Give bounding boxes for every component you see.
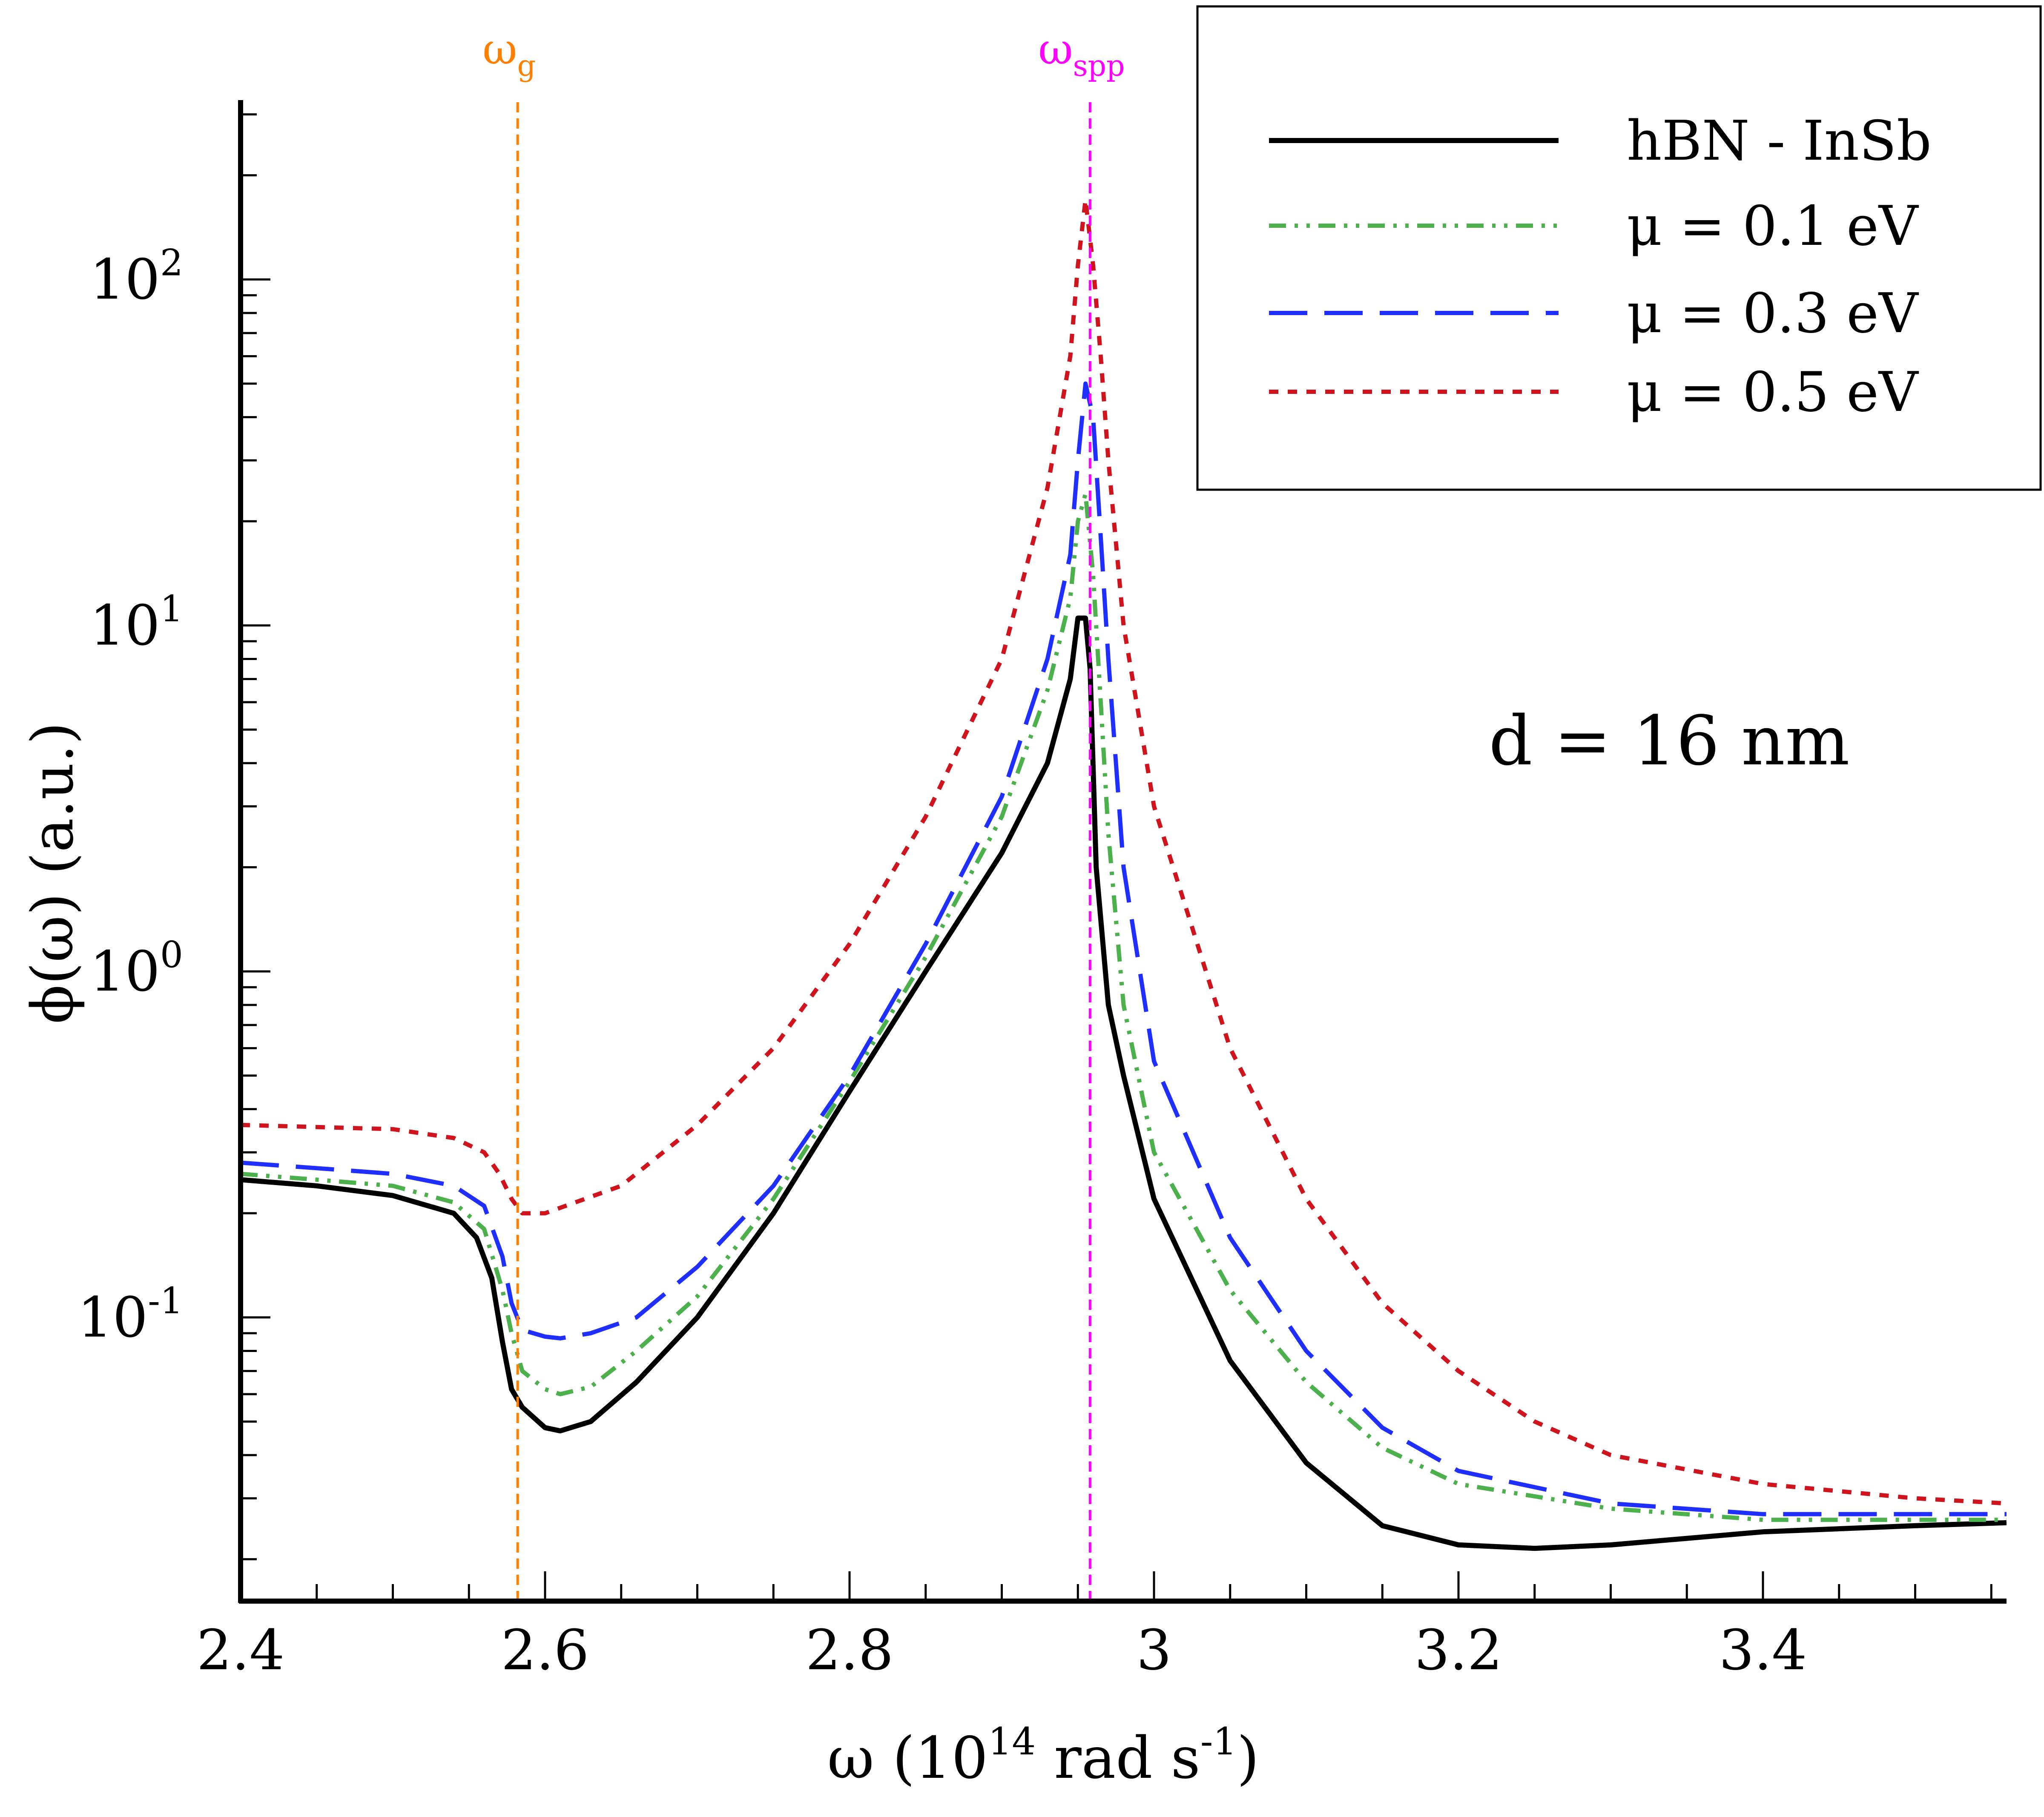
vertical-line-sub-0: g xyxy=(517,49,536,83)
vertical-marker-lines: ωg ωspp xyxy=(482,24,1125,1601)
legend: hBN - InSb μ = 0.1 eV μ = 0.3 eV μ = 0.5 eV xyxy=(1196,5,2042,491)
vertical-line-sub-1: spp xyxy=(1073,49,1125,83)
x-axis-title-tail: ) xyxy=(1237,1725,1260,1791)
legend-label-2: μ = 0.3 eV xyxy=(1627,282,1919,345)
x-tick-label-3: 3 xyxy=(1137,1618,1172,1682)
x-tick-label-1: 2.6 xyxy=(501,1618,589,1682)
x-axis-title-main: ω (10 xyxy=(827,1725,988,1791)
y-tick-label-exp-3: 2 xyxy=(160,242,183,284)
legend-label-1: μ = 0.1 eV xyxy=(1627,195,1919,258)
thickness-annotation: d = 16 nm xyxy=(1489,701,1849,781)
y-axis-title: ϕ(ω) (a.u.) xyxy=(19,722,86,1024)
legend-items: hBN - InSb μ = 0.1 eV μ = 0.3 eV μ = 0.5 eV xyxy=(1269,109,1932,424)
series-line-1 xyxy=(241,491,2007,1522)
x-axis-title-mid: rad s xyxy=(1036,1725,1200,1791)
legend-label-3: μ = 0.5 eV xyxy=(1627,361,1919,424)
x-axis-title-exp: 14 xyxy=(988,1719,1036,1763)
y-tick-label-exp-1: 0 xyxy=(160,934,183,976)
y-tick-label-base-0: 10 xyxy=(78,1285,148,1350)
series-line-2 xyxy=(241,381,2007,1516)
x-tick-label-5: 3.4 xyxy=(1719,1618,1807,1682)
series-line-3 xyxy=(241,198,2007,1506)
series-layer xyxy=(241,198,2007,1551)
x-axis-title-exp2: -1 xyxy=(1200,1719,1237,1763)
x-tick-label-0: 2.4 xyxy=(197,1618,285,1682)
y-tick-label-0: 10-1 xyxy=(78,1280,183,1350)
vertical-line-symbol-0: ω xyxy=(482,24,517,74)
series-line-0 xyxy=(241,615,2007,1551)
y-tick-label-1: 100 xyxy=(89,934,183,1004)
legend-box xyxy=(1196,5,2042,491)
y-tick-label-exp-0: -1 xyxy=(148,1280,183,1322)
y-tick-label-3: 102 xyxy=(89,242,183,312)
vertical-line-label-0: ωg xyxy=(482,24,536,83)
y-tick-label-exp-2: 1 xyxy=(160,588,183,630)
x-tick-label-4: 3.2 xyxy=(1415,1618,1503,1682)
y-tick-label-base-2: 10 xyxy=(89,593,160,658)
y-tick-label-base-3: 10 xyxy=(89,247,160,312)
x-axis-title: ω (1014 rad s-1) xyxy=(827,1719,1259,1791)
axes xyxy=(238,100,2007,1604)
x-tick-label-2: 2.8 xyxy=(806,1618,894,1682)
x-axis-ticks: 2.4 2.6 2.8 3 3.2 3.4 xyxy=(197,1571,1992,1682)
y-tick-label-base-1: 10 xyxy=(89,939,160,1004)
vertical-line-label-1: ωspp xyxy=(1038,24,1125,83)
legend-label-0: hBN - InSb xyxy=(1627,109,1932,173)
y-tick-label-2: 101 xyxy=(89,588,183,658)
vertical-line-symbol-1: ω xyxy=(1038,24,1073,74)
